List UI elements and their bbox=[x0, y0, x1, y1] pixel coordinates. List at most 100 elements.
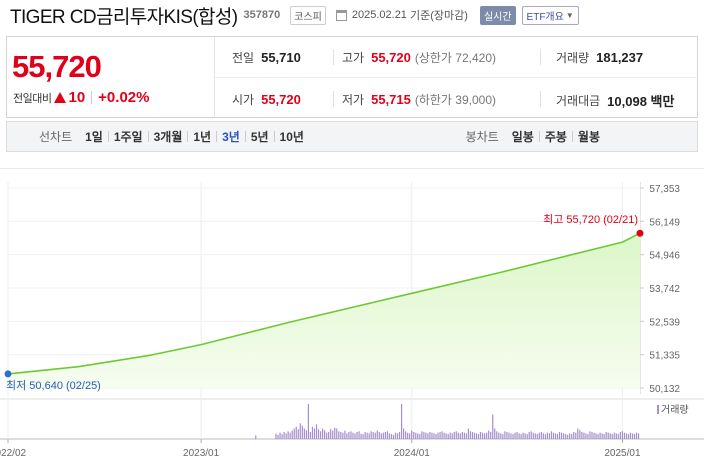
volume-bar bbox=[581, 432, 583, 439]
volume-bar bbox=[390, 434, 393, 439]
volume-bar bbox=[502, 434, 504, 439]
volume-bar bbox=[429, 432, 431, 439]
volume-bar bbox=[321, 428, 324, 439]
amount-value: 10,098 백만 bbox=[607, 94, 675, 109]
volume-bar bbox=[565, 434, 567, 439]
volume-bar bbox=[619, 432, 621, 439]
volume-bar bbox=[255, 435, 257, 439]
volume-bar bbox=[611, 434, 613, 439]
volume-bar bbox=[512, 434, 514, 439]
y-tick-label: 50,132 bbox=[649, 384, 680, 395]
volume-bar bbox=[516, 432, 518, 439]
volume-bar bbox=[352, 432, 354, 439]
volume-bar bbox=[617, 434, 619, 439]
volume-bar bbox=[403, 428, 405, 439]
volume-bar bbox=[285, 433, 287, 439]
volume-bar bbox=[301, 425, 303, 439]
volume-bar bbox=[601, 433, 603, 439]
volume-bar bbox=[431, 432, 433, 439]
y-tick-label: 57,353 bbox=[649, 184, 680, 195]
prev-close: 전일 55,710 bbox=[232, 49, 301, 66]
volume-bar bbox=[340, 432, 342, 439]
candle-tab-weekly[interactable]: 주봉 bbox=[544, 130, 567, 144]
low-value: 55,715 bbox=[371, 92, 411, 107]
period-tab-1w[interactable]: 1주일 bbox=[113, 130, 143, 144]
volume-bar bbox=[407, 432, 409, 439]
period-tab-3y[interactable]: 3년 bbox=[222, 130, 240, 144]
volume-bar bbox=[488, 430, 490, 439]
period-tab-1d[interactable]: 1일 bbox=[85, 130, 103, 144]
volume-bar bbox=[484, 433, 486, 439]
volume-bar bbox=[629, 432, 632, 439]
volume-bar bbox=[463, 432, 465, 439]
period-tab-1y[interactable]: 1년 bbox=[193, 130, 212, 144]
max-point-label: 최고 55,720 (02/21) bbox=[543, 213, 638, 226]
volume-bar bbox=[625, 433, 628, 439]
candle-tab-daily[interactable]: 일봉 bbox=[511, 130, 534, 144]
y-tick-label: 56,149 bbox=[649, 217, 680, 228]
y-tick-label: 54,946 bbox=[649, 251, 680, 262]
price-chart[interactable]: 57,353 56,149 54,946 53,742 52,539 51,335 50,1… bbox=[0, 168, 704, 461]
volume-bar bbox=[411, 430, 413, 439]
period-tab-3m[interactable]: 3개월 bbox=[153, 130, 183, 144]
y-tick-label: 51,335 bbox=[649, 351, 680, 362]
volume-bar bbox=[583, 432, 585, 439]
price-area: 55,720 전일대비 10 +0.02% bbox=[7, 37, 215, 117]
volume-bar bbox=[413, 432, 415, 439]
realtime-button[interactable]: 실시간 bbox=[479, 5, 516, 25]
period-tab-5y[interactable]: 5년 bbox=[250, 130, 269, 144]
volume-bar bbox=[275, 433, 277, 439]
volume-bar bbox=[342, 432, 344, 439]
volume-bar bbox=[536, 434, 538, 439]
volume-bar bbox=[313, 428, 316, 439]
volume-bar bbox=[307, 404, 310, 439]
volume-bar bbox=[303, 428, 305, 439]
volume-bar bbox=[421, 431, 423, 439]
prev-close-value: 55,710 bbox=[261, 50, 301, 65]
volume-bar bbox=[623, 432, 626, 439]
volume-bar bbox=[609, 433, 611, 439]
volume-bar bbox=[346, 433, 348, 439]
stock-name: TIGER CD금리투자KIS(합성) bbox=[10, 6, 238, 28]
volume-bar bbox=[518, 433, 520, 439]
volume-bar bbox=[289, 432, 291, 439]
volume-bar bbox=[386, 431, 389, 439]
volume-bar bbox=[311, 426, 314, 439]
volume-bar bbox=[277, 434, 279, 439]
candle-tab-monthly[interactable]: 월봉 bbox=[577, 130, 600, 144]
volume-bar bbox=[453, 432, 455, 439]
lower-limit: (하한가 39,000) bbox=[414, 93, 497, 107]
volume-bar bbox=[603, 434, 605, 439]
volume-bar bbox=[409, 433, 411, 439]
volume-bar bbox=[504, 431, 506, 439]
max-point-marker bbox=[636, 229, 644, 237]
volume-bar bbox=[561, 432, 563, 439]
volume-bar bbox=[362, 434, 364, 439]
volume-bar bbox=[459, 433, 461, 439]
volume-bar bbox=[587, 434, 589, 439]
divider bbox=[244, 131, 246, 142]
volume-bar bbox=[425, 432, 427, 439]
volume-bar bbox=[575, 432, 577, 439]
volume-value: 181,237 bbox=[596, 50, 644, 65]
volume-bar bbox=[324, 430, 326, 439]
divider bbox=[571, 131, 573, 142]
volume-bar bbox=[496, 431, 498, 439]
volume-bar bbox=[514, 432, 516, 439]
volume-bar bbox=[633, 434, 636, 439]
volume-bar bbox=[479, 432, 482, 439]
price-chart-svg[interactable]: 57,353 56,149 54,946 53,742 52,539 51,335 50,1… bbox=[0, 168, 704, 461]
up-triangle-icon bbox=[54, 92, 67, 103]
volume-legend-swatch bbox=[657, 405, 659, 414]
low-price: 저가 55,715 (하한가 39,000) bbox=[342, 91, 496, 108]
volume-bar bbox=[520, 434, 522, 439]
period-tab-10y[interactable]: 10년 bbox=[279, 130, 304, 144]
volume-bar bbox=[392, 434, 395, 439]
volume-bar bbox=[400, 404, 403, 439]
volume-bar bbox=[356, 432, 358, 439]
volume-bar bbox=[350, 431, 352, 439]
volume-bar bbox=[605, 432, 607, 439]
etf-info-button[interactable]: ETF개요 ▼ bbox=[521, 5, 579, 25]
volume-bar bbox=[627, 434, 630, 439]
volume-bar bbox=[376, 430, 378, 439]
